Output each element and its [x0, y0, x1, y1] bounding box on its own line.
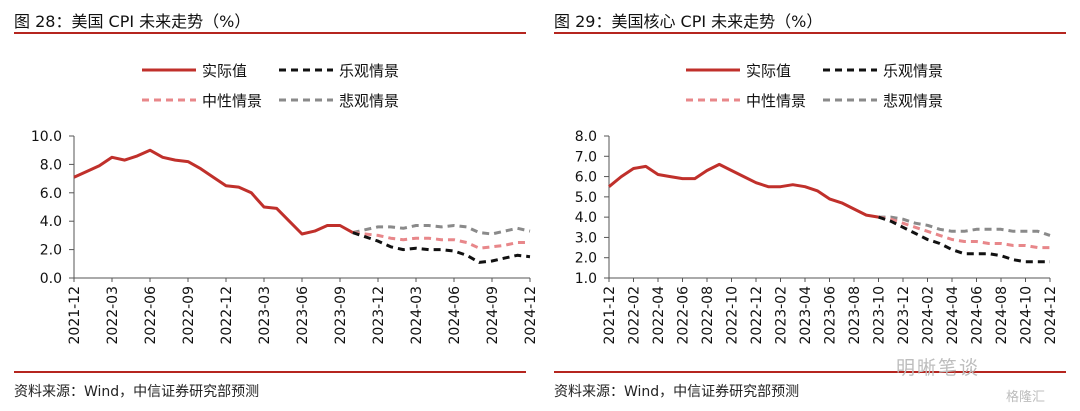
- source-note: 资料来源：Wind，中信证券研究部预测: [14, 384, 260, 400]
- legend-label: 实际值: [746, 62, 791, 80]
- x-tick-label: 2024-08: [994, 286, 1010, 345]
- y-tick-label: 2.0: [575, 251, 597, 267]
- x-tick-label: 2024-10: [1019, 286, 1035, 345]
- y-tick-label: 6.0: [575, 170, 597, 186]
- x-tick-label: 2024-12: [523, 286, 539, 345]
- legend-label: 实际值: [202, 62, 247, 80]
- x-tick-label: 2022-08: [700, 286, 716, 345]
- x-tick-label: 2023-12: [371, 286, 387, 345]
- x-tick-label: 2023-08: [847, 286, 863, 345]
- series-line-actual: [608, 162, 879, 219]
- y-tick-label: 3.0: [575, 230, 597, 246]
- x-tick-label: 2022-12: [749, 286, 765, 345]
- x-tick-label: 2023-06: [295, 286, 311, 345]
- x-tick-label: 2022-03: [105, 286, 121, 345]
- watermark-text: 明晰笔谈: [896, 357, 981, 379]
- x-tick-label: 2022-10: [725, 286, 741, 345]
- chart-panel-cpi: 图 28：美国 CPI 未来走势（%） 10.0 8.0 6.0 4.0 2.0 0.0 2…: [14, 12, 539, 400]
- legend-label: 悲观情景: [339, 92, 399, 110]
- x-tick-label: 2022-02: [627, 286, 643, 345]
- series-line-neutral: [878, 215, 1050, 250]
- legend-label: 中性情景: [746, 92, 806, 110]
- x-tick-label: 2024-09: [485, 286, 501, 345]
- y-tick-label: 10.0: [31, 129, 62, 145]
- series-line-actual: [73, 148, 354, 236]
- x-tick-label: 2024-04: [945, 286, 961, 345]
- x-tick-label: 2024-03: [409, 286, 425, 345]
- x-tick-label: 2023-04: [798, 286, 814, 345]
- chart-panel-core-cpi: 图 29：美国核心 CPI 未来走势（%） 8.0 7.0 6.0 5.0 4.0 3.0…: [540, 0, 1080, 411]
- x-tick-label: 2022-09: [181, 286, 197, 345]
- chart-title: 图 28：美国 CPI 未来走势（%）: [14, 12, 251, 31]
- y-tick-label: 7.0: [575, 149, 597, 165]
- y-tick-label: 1.0: [575, 271, 597, 287]
- x-tick-label: 2023-09: [333, 286, 349, 345]
- legend-label: 悲观情景: [883, 92, 943, 110]
- series-line-neutral: [352, 231, 530, 250]
- x-tick-label: 2024-06: [447, 286, 463, 345]
- series-line-pessimistic: [878, 215, 1051, 237]
- y-tick-label: 4.0: [40, 214, 62, 230]
- y-tick-label: 2.0: [40, 243, 62, 259]
- x-tick-label: 2023-03: [257, 286, 273, 345]
- legend-label: 乐观情景: [883, 62, 943, 80]
- y-tick-label: 0.0: [40, 271, 62, 287]
- source-note: 资料来源：Wind，中信证券研究部预测: [554, 384, 800, 400]
- x-tick-label: 2023-10: [872, 286, 888, 345]
- x-tick-label: 2024-02: [921, 286, 937, 345]
- legend-label: 中性情景: [202, 92, 262, 110]
- x-tick-label: 2021-12: [67, 286, 83, 345]
- x-tick-label: 2021-12: [602, 286, 618, 345]
- y-tick-label: 5.0: [575, 190, 597, 206]
- legend-label: 乐观情景: [339, 62, 399, 80]
- y-tick-label: 8.0: [40, 157, 62, 173]
- y-tick-label: 4.0: [575, 210, 597, 226]
- y-tick-label: 6.0: [40, 186, 62, 202]
- x-tick-label: 2023-06: [823, 286, 839, 345]
- x-tick-label: 2024-06: [970, 286, 986, 345]
- cpi-chart: 10.0 8.0 6.0 4.0 2.0 0.0 2021-12 2022-03 2022-06…: [14, 32, 539, 373]
- x-tick-label: 2022-12: [219, 286, 235, 345]
- chart-title: 图 29：美国核心 CPI 未来走势（%）: [554, 12, 823, 31]
- y-tick-label: 8.0: [575, 129, 597, 145]
- x-tick-label: 2022-06: [143, 286, 159, 345]
- core-cpi-chart: 8.0 7.0 6.0 5.0 4.0 3.0 2.0 1.0 2021-12 2022-02 20…: [554, 32, 1066, 373]
- x-tick-label: 2023-02: [774, 286, 790, 345]
- x-tick-label: 2024-12: [1043, 286, 1059, 345]
- x-tick-label: 2022-06: [676, 286, 692, 345]
- x-tick-label: 2022-04: [651, 286, 667, 345]
- watermark-brand: 格隆汇: [1006, 390, 1046, 405]
- x-tick-label: 2023-12: [896, 286, 912, 345]
- series-line-pessimistic: [352, 224, 531, 236]
